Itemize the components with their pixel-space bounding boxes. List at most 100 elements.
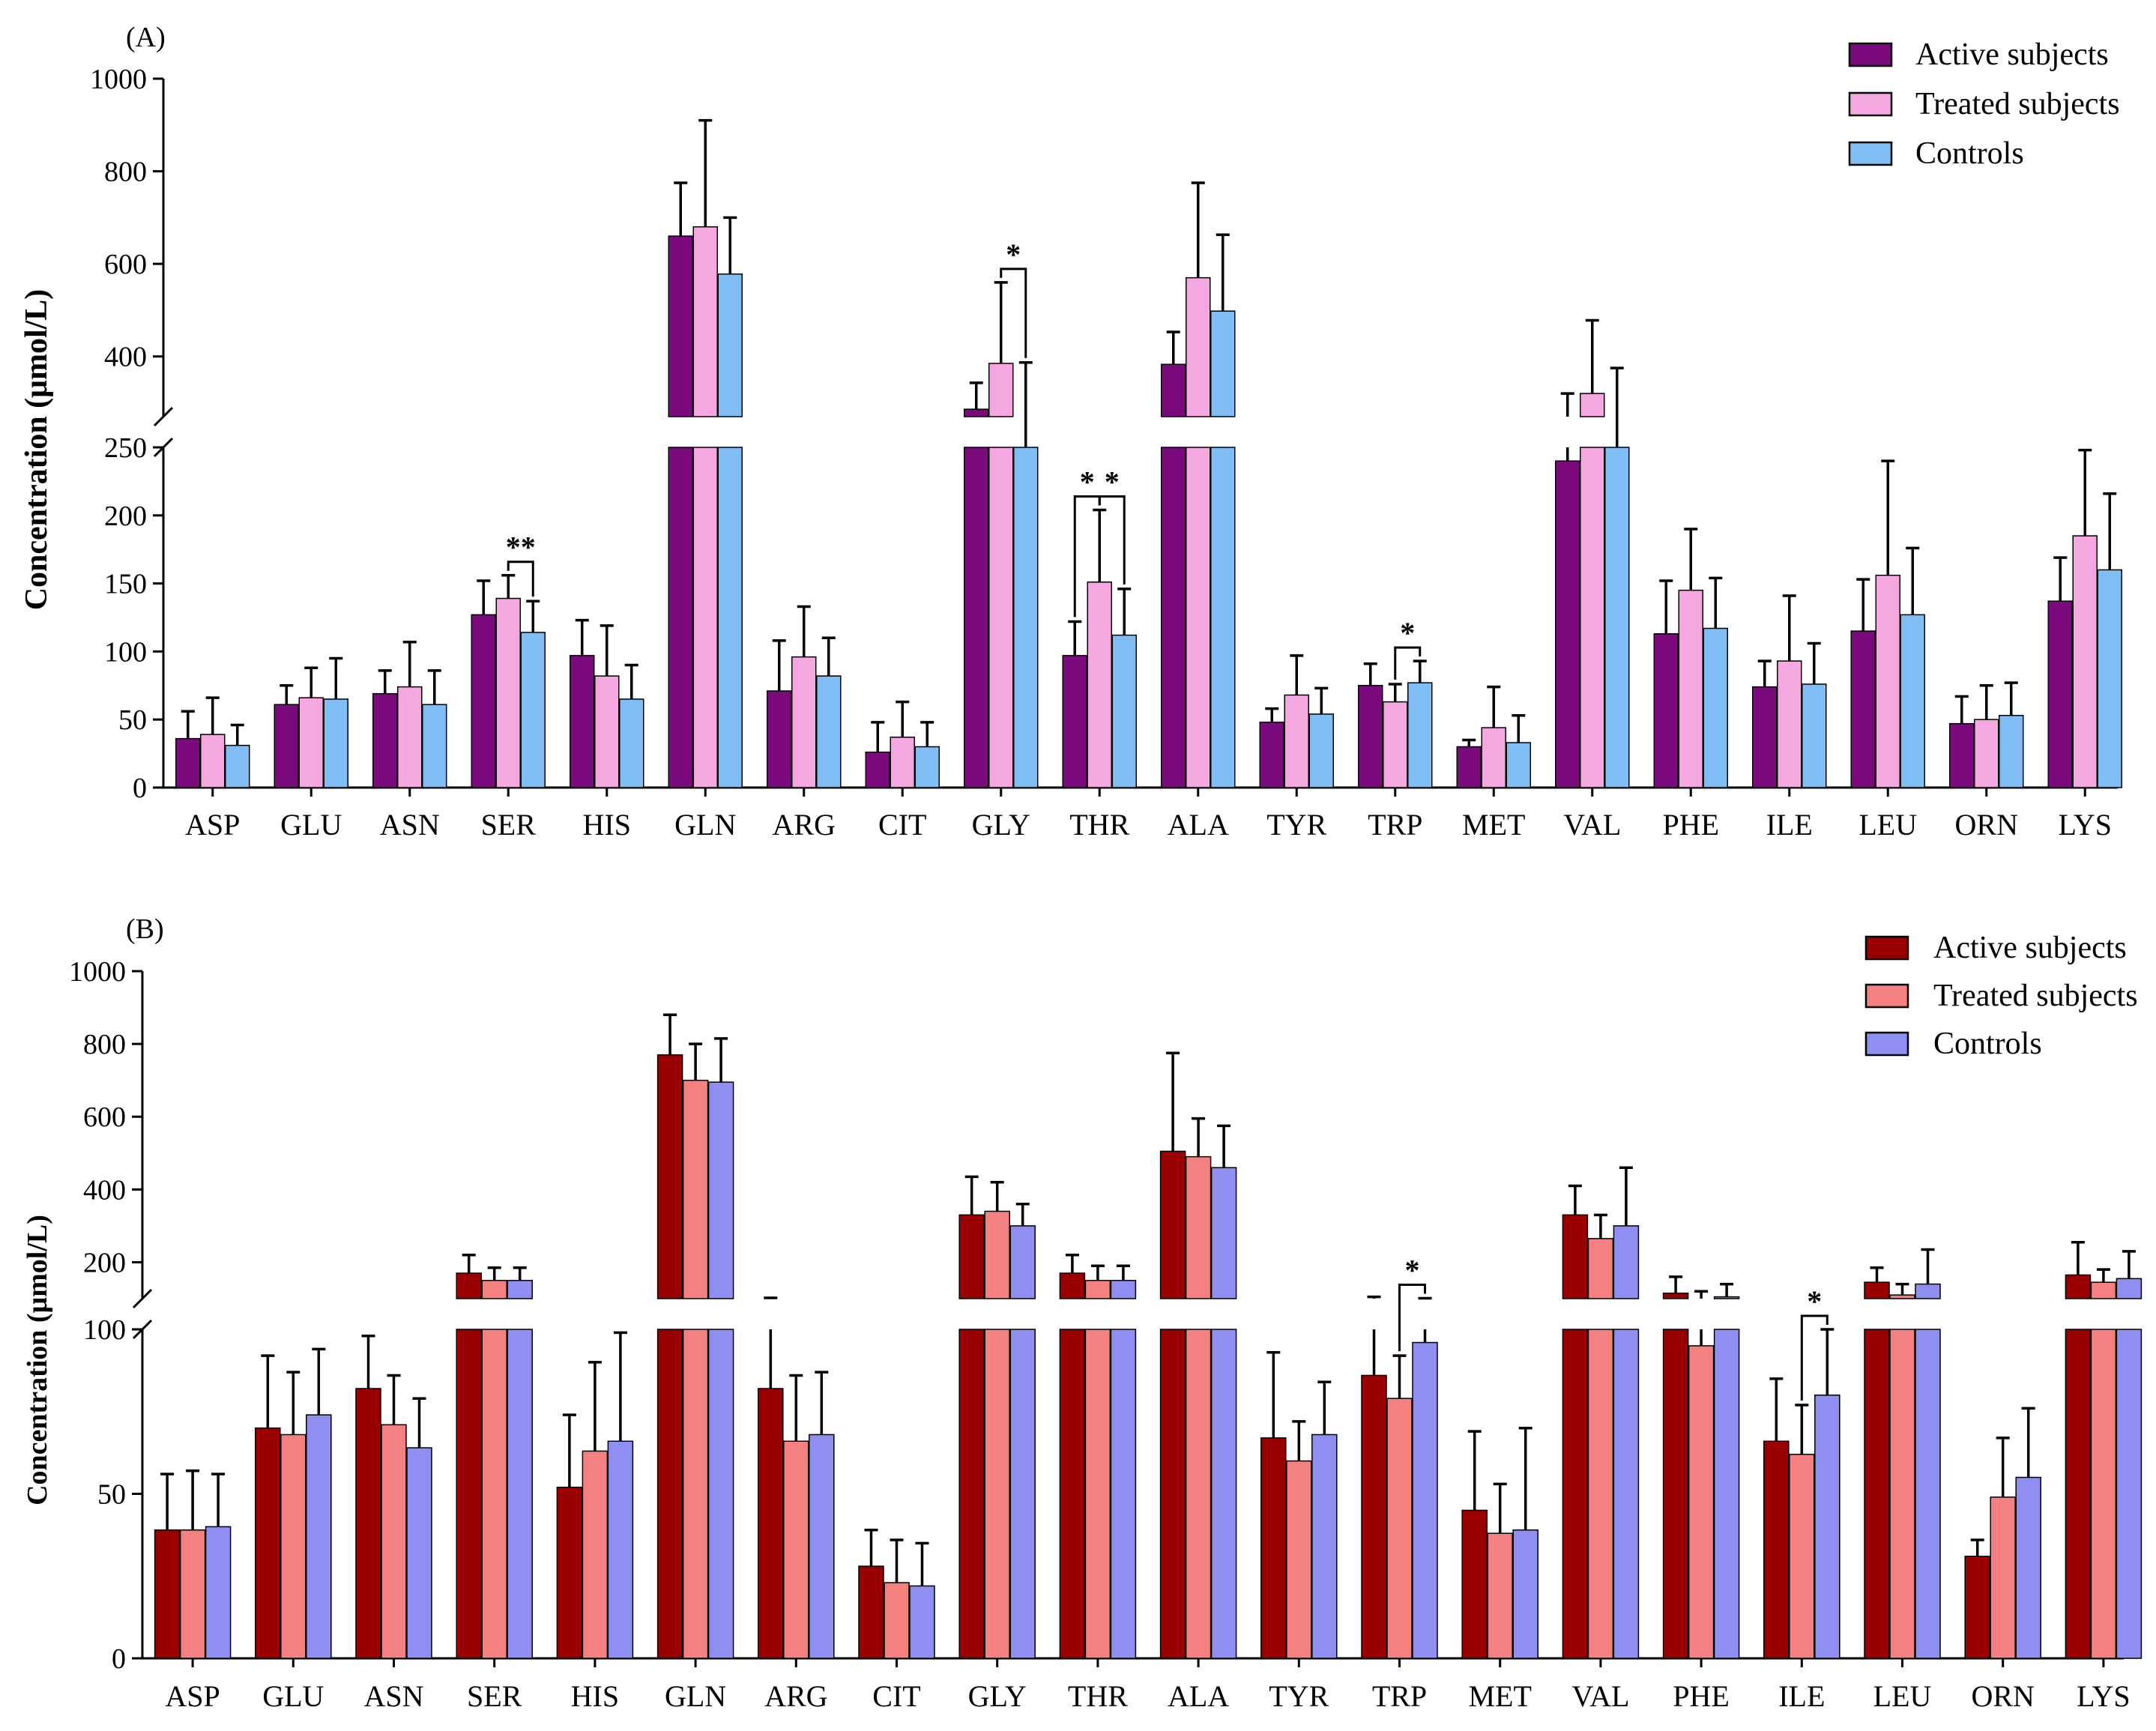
category-label: LYS [2077, 1679, 2131, 1713]
bar-glu-s2 [306, 1414, 332, 1659]
bar-leu-s2-upper [1915, 1283, 1941, 1299]
category-label: MET [1462, 808, 1525, 842]
bar-tyr-s0 [1259, 722, 1284, 788]
bar-ser-s0 [456, 1329, 482, 1659]
bar-asn-s0 [355, 1388, 381, 1659]
bar-gly-s2-upper [1009, 1225, 1036, 1299]
panel-b-y-ticks: 0 50 100 200 400 600 800 1000 [69, 956, 142, 1675]
significance-label: ** [506, 531, 536, 564]
bar-ala-s1-upper [1185, 1155, 1212, 1299]
category-label: CIT [872, 1679, 920, 1713]
bar-ser-s1 [481, 1329, 507, 1659]
bar-lys-s0 [2047, 600, 2073, 788]
category-label: ASP [185, 808, 240, 842]
bar-val-s0-upper [1562, 1214, 1589, 1299]
bar-thr-s2 [1110, 1329, 1137, 1659]
significance-label: * [1405, 1254, 1420, 1287]
bar-asp-s1 [179, 1529, 206, 1659]
bar-phe-s2-upper [1713, 1296, 1740, 1299]
category-label: LEU [1873, 1679, 1932, 1713]
panel-b-legend: Active subjects Treated subjects Controls [1864, 931, 2138, 1061]
category-label: TRP [1372, 1679, 1427, 1713]
bar-phe-s2 [1703, 627, 1728, 788]
significance-label: * [1006, 238, 1021, 271]
bar-phe-s1 [1688, 1345, 1715, 1659]
category-label: ASN [380, 808, 440, 842]
bar-val-s0 [1555, 460, 1580, 788]
category-label: ALA [1168, 1679, 1229, 1713]
bar-gln-s2-upper [717, 273, 743, 417]
y-tick-label: 200 [104, 501, 147, 532]
category-label: ARG [764, 1679, 827, 1713]
bar-lys-s2 [2116, 1329, 2143, 1659]
bar-asn-s1 [381, 1424, 407, 1659]
bar-ile-s1 [1789, 1454, 1815, 1659]
bar-gln-s0-upper [668, 235, 693, 417]
legend-swatch-1 [1848, 91, 1893, 117]
bar-gly-s2 [1013, 447, 1039, 788]
bar-arg-s1 [791, 656, 817, 788]
y-tick-label: 0 [133, 773, 147, 804]
bar-gly-s1 [984, 1329, 1010, 1659]
bar-lys-s1 [2090, 1329, 2117, 1659]
bar-arg-s1 [783, 1440, 809, 1659]
bar-ser-s0 [471, 614, 496, 788]
bar-glu-s1 [298, 697, 324, 788]
bar-trp-s0 [1358, 685, 1383, 788]
legend-label-0: Active subjects [1915, 37, 2109, 72]
category-label: GLU [280, 808, 342, 842]
bar-arg-s0 [767, 690, 792, 788]
bar-gly-s2 [1009, 1329, 1036, 1659]
category-label: MET [1468, 1679, 1531, 1713]
category-label: VAL [1563, 808, 1621, 842]
y-tick-label: 0 [112, 1643, 126, 1675]
bar-cit-s0 [858, 1565, 884, 1659]
bar-glu-s1 [280, 1434, 307, 1659]
category-label: ILE [1766, 808, 1813, 842]
y-tick-label: 250 [104, 432, 147, 464]
bar-lys-s0 [2065, 1329, 2092, 1659]
bar-gln-s1 [682, 1329, 709, 1659]
bar-orn-s2 [2015, 1476, 2041, 1659]
significance-bracket [507, 561, 534, 597]
bar-cit-s1 [884, 1582, 910, 1659]
bar-gln-s1-upper [682, 1079, 709, 1299]
bar-glu-s0 [255, 1427, 281, 1659]
bar-phe-s0 [1653, 633, 1679, 788]
significance-label: * [1105, 465, 1120, 499]
bar-phe-s0 [1662, 1329, 1689, 1659]
panel-a-y-axis-label: Concentration (μmol/L) [19, 289, 54, 611]
bar-asn-s2 [406, 1447, 432, 1659]
panel-a-error-bars [181, 118, 2117, 752]
panel-b-label: (B) [126, 913, 164, 945]
category-label: VAL [1571, 1679, 1629, 1713]
bar-trp-s0 [1361, 1374, 1387, 1659]
y-tick-label: 50 [118, 704, 147, 736]
bar-cit-s1 [890, 737, 915, 788]
category-label: GLY [968, 1679, 1027, 1713]
bar-val-s1-upper [1587, 1238, 1614, 1299]
bar-val-s1 [1580, 447, 1605, 788]
category-label: ORN [1955, 808, 2018, 842]
bar-glu-s0 [274, 704, 299, 788]
legend-label-0: Active subjects [1933, 931, 2127, 965]
panel-a-label: (A) [126, 22, 166, 53]
bar-tyr-s1 [1284, 694, 1309, 788]
bar-val-s2 [1604, 447, 1630, 788]
bar-asn-s2 [422, 704, 447, 788]
bar-asp-s0 [175, 737, 201, 788]
significance-bracket [1394, 646, 1422, 680]
bar-met-s1 [1487, 1532, 1513, 1659]
y-tick-label: 400 [83, 1174, 126, 1206]
bar-gly-s0 [964, 447, 989, 788]
panel-b-bars [154, 1054, 2143, 1659]
legend-label-1: Treated subjects [1933, 979, 2138, 1013]
bar-gly-s1-upper [988, 363, 1014, 417]
bar-cit-s2 [909, 1585, 935, 1659]
panel-a-significance: **** ** [506, 238, 1422, 680]
bar-leu-s2 [1900, 614, 1925, 788]
axis-break-mark [153, 437, 174, 458]
bar-gln-s2-upper [707, 1081, 734, 1299]
bar-thr-s0 [1059, 1329, 1086, 1659]
